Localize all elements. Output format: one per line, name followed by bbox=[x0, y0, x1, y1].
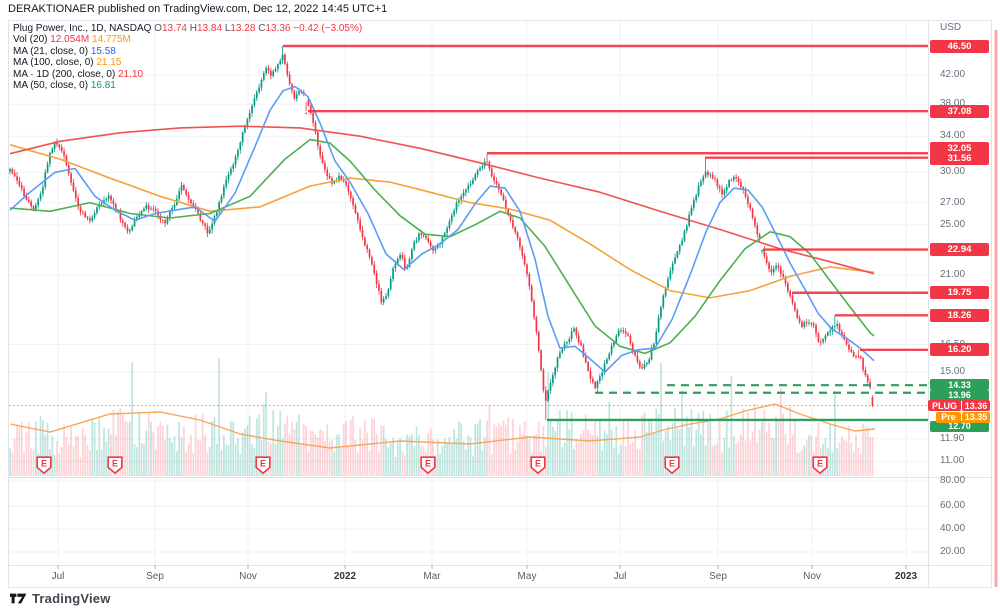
time-tick[interactable]: May bbox=[517, 571, 537, 582]
resistance-price-label: 46.50 bbox=[930, 39, 989, 53]
price-tick[interactable]: 21.00 bbox=[940, 269, 966, 281]
svg-text:E: E bbox=[112, 459, 118, 469]
legend-text: 21.15 bbox=[96, 57, 122, 69]
indicator-tick[interactable]: 60.00 bbox=[940, 500, 966, 511]
legend-text: O bbox=[154, 23, 162, 34]
earnings-icon[interactable]: E bbox=[107, 456, 123, 475]
resistance-price-label: 31.56 bbox=[930, 152, 989, 166]
price-tick[interactable]: 11.90 bbox=[940, 432, 965, 444]
svg-text:E: E bbox=[425, 459, 431, 469]
time-tick[interactable]: Jul bbox=[51, 571, 65, 582]
time-tick[interactable]: Nov bbox=[803, 571, 821, 582]
volume-ma-line bbox=[9, 403, 876, 449]
ma50-line bbox=[9, 138, 875, 355]
ma100-line bbox=[9, 144, 875, 299]
svg-text:E: E bbox=[669, 459, 675, 469]
published-header: DERAKTIONAER published on TradingView.co… bbox=[8, 3, 388, 15]
price-tick[interactable]: 38.00 bbox=[940, 98, 966, 110]
premarket-tag-label: Pre bbox=[936, 411, 961, 423]
legend-text: L bbox=[224, 23, 231, 34]
symbol-tag-label: PLUG bbox=[928, 400, 961, 411]
support-price-label: 13.96 bbox=[930, 389, 989, 401]
price-tick[interactable]: 27.00 bbox=[940, 196, 966, 208]
ma200-line bbox=[9, 125, 875, 275]
legend-text: 13.84 bbox=[197, 23, 225, 34]
chart-frame bbox=[8, 20, 992, 588]
currency-label: USD bbox=[940, 22, 962, 33]
chart-legend: Plug Power, Inc., 1D, NASDAQ O13.74 H13.… bbox=[13, 23, 362, 91]
legend-row-6: MA (50, close, 0) 16.81 bbox=[13, 80, 362, 91]
price-tick[interactable]: 11.00 bbox=[940, 455, 965, 467]
legend-text: 14.775M bbox=[91, 34, 131, 46]
time-tick[interactable]: 2023 bbox=[894, 571, 918, 582]
earnings-icon[interactable]: E bbox=[664, 456, 680, 475]
time-tick[interactable]: Mar bbox=[423, 571, 441, 582]
indicator-tick[interactable]: 40.00 bbox=[940, 523, 966, 534]
earnings-icon[interactable]: E bbox=[530, 456, 546, 475]
support-price-label: 14.33 bbox=[930, 379, 989, 390]
legend-row-2: Vol (20) 12.054M 14.775M bbox=[13, 34, 362, 45]
svg-text:E: E bbox=[41, 459, 47, 469]
legend-text: C bbox=[258, 23, 266, 34]
resistance-price-label: 18.26 bbox=[930, 308, 989, 322]
time-tick[interactable]: 2022 bbox=[333, 571, 357, 582]
last-price-label: 13.36 bbox=[962, 400, 990, 411]
price-tick[interactable]: 15.00 bbox=[940, 366, 966, 378]
legend-row-4: MA (100, close, 0) 21.15 bbox=[13, 57, 362, 68]
legend-text: 13.36 bbox=[265, 23, 294, 34]
indicator-tick[interactable]: 20.00 bbox=[940, 546, 966, 557]
resistance-price-label: 32.05 bbox=[930, 141, 989, 155]
footer: TradingView bbox=[10, 591, 111, 606]
svg-text:E: E bbox=[817, 459, 823, 469]
resistance-price-label: 37.08 bbox=[930, 104, 989, 118]
premarket-price-label: 13.35 bbox=[962, 411, 990, 423]
legend-text: MA (50, close, 0) bbox=[13, 79, 91, 91]
resistance-price-label: 22.94 bbox=[930, 243, 989, 257]
earnings-icon[interactable]: E bbox=[36, 456, 52, 475]
legend-text: Vol (20) bbox=[13, 34, 51, 46]
ma21-line bbox=[9, 85, 875, 373]
price-tick[interactable]: 30.00 bbox=[940, 166, 966, 178]
legend-row-3: MA (21, close, 0) 15.58 bbox=[13, 46, 362, 57]
price-tick[interactable]: 34.00 bbox=[940, 130, 966, 142]
legend-text: MA · 1D (200, close, 0) bbox=[13, 68, 119, 80]
earnings-icon[interactable]: E bbox=[255, 456, 271, 475]
legend-text: H bbox=[189, 23, 197, 34]
legend-text: 12.054M bbox=[50, 34, 92, 46]
legend-row-1: Plug Power, Inc., 1D, NASDAQ O13.74 H13.… bbox=[13, 23, 362, 34]
time-tick[interactable]: Sep bbox=[709, 571, 727, 582]
earnings-icon[interactable]: E bbox=[420, 456, 436, 475]
legend-text: 13.28 bbox=[230, 23, 259, 34]
legend-text: 15.58 bbox=[90, 45, 116, 57]
brand-name: TradingView bbox=[32, 591, 111, 606]
resistance-price-label: 19.75 bbox=[930, 286, 989, 300]
time-tick[interactable]: Sep bbox=[146, 571, 164, 582]
time-tick[interactable]: Nov bbox=[239, 571, 257, 582]
svg-text:E: E bbox=[535, 459, 541, 469]
legend-text: Plug Power, Inc., 1D, NASDAQ bbox=[13, 23, 155, 34]
time-tick[interactable]: Jul bbox=[613, 571, 627, 582]
earnings-icon[interactable]: E bbox=[812, 456, 828, 475]
legend-row-5: MA · 1D (200, close, 0) 21.10 bbox=[13, 69, 362, 80]
price-tick[interactable]: 42.00 bbox=[940, 69, 966, 81]
right-edge-strip bbox=[994, 30, 998, 587]
price-tick[interactable]: 25.00 bbox=[940, 218, 966, 230]
candles-layer bbox=[9, 46, 874, 420]
legend-text: MA (21, close, 0) bbox=[13, 45, 91, 57]
legend-text: −0.42 (−3.05%) bbox=[293, 23, 363, 34]
indicator-tick[interactable]: 80.00 bbox=[940, 475, 966, 486]
resistance-price-label: 16.20 bbox=[930, 343, 989, 357]
legend-text: 21.10 bbox=[118, 68, 144, 80]
legend-text: 16.81 bbox=[90, 79, 116, 91]
support-price-label: 12.70 bbox=[930, 420, 989, 432]
legend-text: MA (100, close, 0) bbox=[13, 57, 97, 69]
volume-layer bbox=[9, 358, 874, 476]
tradingview-logo-icon bbox=[10, 593, 27, 604]
legend-text: 13.74 bbox=[161, 23, 190, 34]
svg-text:E: E bbox=[260, 459, 266, 469]
